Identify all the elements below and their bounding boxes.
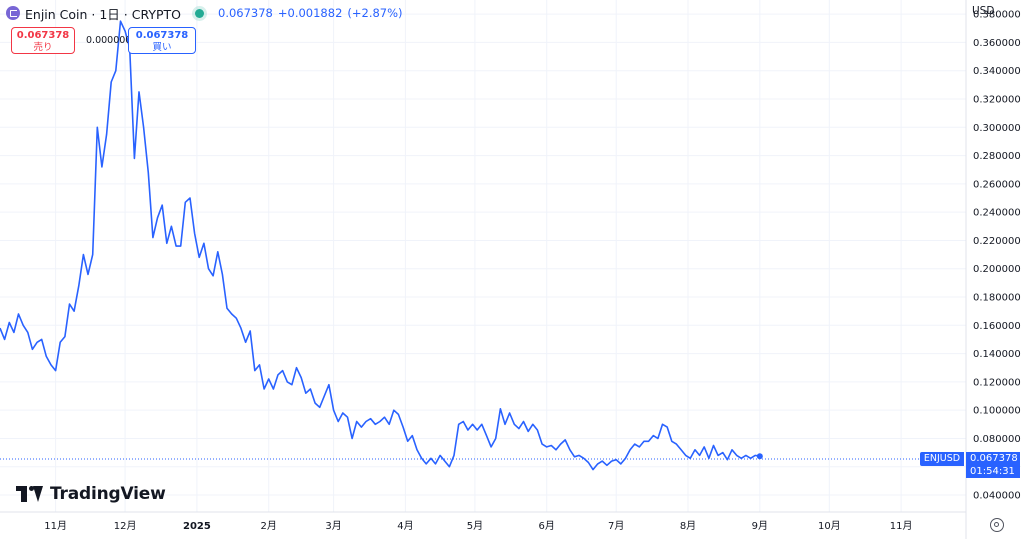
current-price-tag: 0.067378 01:54:31 xyxy=(966,452,1020,478)
buy-label: 買い xyxy=(152,42,172,53)
price-change-pct: (+2.87%) xyxy=(347,6,403,20)
y-tick-label: 0.040000 xyxy=(973,491,1021,502)
x-tick-label: 2月 xyxy=(261,520,277,532)
spread-value: 0.000000 xyxy=(86,35,132,46)
sell-label: 売り xyxy=(33,42,53,53)
y-tick-label: 0.100000 xyxy=(973,406,1021,417)
sell-button[interactable]: 0.067378 売り xyxy=(11,27,75,54)
y-tick-label: 0.160000 xyxy=(973,321,1021,332)
x-tick-label: 9月 xyxy=(752,520,768,532)
y-tick-label: 0.260000 xyxy=(973,179,1021,190)
current-price-value: 0.067378 xyxy=(970,453,1018,464)
x-tick-label: 8月 xyxy=(680,520,696,532)
y-tick-label: 0.220000 xyxy=(973,236,1021,247)
x-tick-label: 6月 xyxy=(539,520,555,532)
y-tick-label: 0.300000 xyxy=(973,123,1021,134)
symbol-title[interactable]: Enjin Coin · 1日 · CRYPTO xyxy=(25,6,181,22)
x-tick-label: 4月 xyxy=(397,520,413,532)
x-tick-label: 11月 xyxy=(44,520,67,532)
coin-logo-icon xyxy=(6,6,20,20)
tradingview-logo-icon xyxy=(16,486,44,502)
y-tick-label: 0.360000 xyxy=(973,38,1021,49)
x-tick-label: 7月 xyxy=(608,520,624,532)
currency-selector[interactable]: USD xyxy=(972,5,995,17)
x-tick-label: 5月 xyxy=(467,520,483,532)
last-price: 0.067378 xyxy=(218,6,273,20)
y-tick-label: 0.380000 xyxy=(973,10,1021,21)
buy-price: 0.067378 xyxy=(135,30,189,41)
tradingview-brand[interactable]: TradingView xyxy=(16,484,166,504)
y-tick-label: 0.340000 xyxy=(973,66,1021,77)
y-tick-label: 0.320000 xyxy=(973,95,1021,106)
x-tick-label: 10月 xyxy=(818,520,841,532)
series-line xyxy=(0,20,760,471)
settings-icon[interactable] xyxy=(990,518,1004,532)
x-tick-label: 2025 xyxy=(183,521,211,532)
y-tick-label: 0.120000 xyxy=(973,377,1021,388)
x-tick-label: 12月 xyxy=(114,520,137,532)
brand-name: TradingView xyxy=(50,484,166,504)
y-tick-label: 0.200000 xyxy=(973,264,1021,275)
last-point-marker xyxy=(756,453,763,460)
x-tick-label: 3月 xyxy=(325,520,341,532)
live-dot-icon xyxy=(195,8,204,18)
price-change: +0.001882 xyxy=(277,6,343,20)
y-tick-label: 0.240000 xyxy=(973,208,1021,219)
y-tick-label: 0.140000 xyxy=(973,349,1021,360)
y-tick-label: 0.180000 xyxy=(973,293,1021,304)
x-tick-label: 11月 xyxy=(890,520,913,532)
bar-countdown: 01:54:31 xyxy=(970,466,1015,477)
sell-price: 0.067378 xyxy=(16,30,70,41)
y-tick-label: 0.080000 xyxy=(973,434,1021,445)
symbol-price-tag: ENJUSD xyxy=(920,452,964,466)
chart-header: Enjin Coin · 1日 · CRYPTO 0.067378 +0.001… xyxy=(6,3,408,23)
y-tick-label: 0.280000 xyxy=(973,151,1021,162)
buy-button[interactable]: 0.067378 買い xyxy=(128,27,196,54)
